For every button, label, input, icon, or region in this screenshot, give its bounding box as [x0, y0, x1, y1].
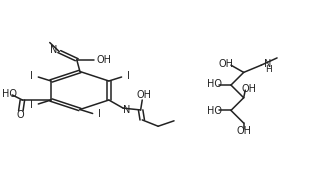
Text: HO: HO	[207, 79, 222, 89]
Text: HO: HO	[2, 89, 17, 99]
Text: I: I	[30, 100, 33, 110]
Text: HO: HO	[207, 106, 222, 116]
Text: OH: OH	[96, 55, 111, 65]
Text: OH: OH	[219, 59, 234, 69]
Text: I: I	[30, 71, 33, 81]
Text: I: I	[98, 109, 101, 119]
Text: I: I	[127, 71, 130, 81]
Text: H: H	[265, 65, 272, 74]
Text: OH: OH	[242, 84, 257, 94]
Text: N: N	[123, 105, 131, 115]
Text: N: N	[50, 45, 57, 55]
Text: OH: OH	[136, 90, 151, 100]
Text: N: N	[265, 59, 272, 69]
Text: OH: OH	[236, 126, 251, 136]
Text: O: O	[17, 110, 25, 120]
